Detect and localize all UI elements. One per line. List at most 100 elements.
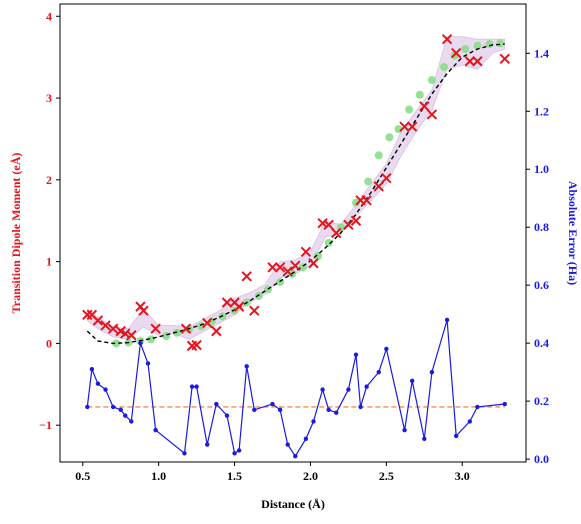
right-y-tick-label: 0.6: [534, 278, 549, 292]
observed-point: [180, 323, 192, 334]
predicted-point: [172, 328, 181, 337]
observed-point: [464, 56, 476, 67]
observed-point: [441, 33, 453, 45]
error-point: [110, 404, 116, 410]
observed-point: [419, 101, 430, 112]
observed-point: [267, 262, 278, 273]
error-point: [123, 413, 128, 418]
x-tick-label: 2.5: [379, 469, 394, 483]
predicted-point: [461, 44, 470, 53]
error-point: [244, 364, 249, 369]
error-point: [376, 369, 381, 375]
left-y-tick-label: 4: [46, 9, 52, 23]
error-point: [293, 454, 298, 459]
error-point: [189, 384, 195, 389]
observed-point: [426, 109, 438, 120]
predicted-point: [147, 335, 156, 344]
left-y-axis-title: Transition Dipole Moment (eÅ): [9, 153, 23, 314]
left-y-tick-label: 1: [46, 255, 52, 269]
error-point: [194, 384, 199, 389]
error-point: [145, 361, 151, 366]
error-point: [409, 378, 415, 384]
observed-point: [221, 297, 233, 308]
error-point: [138, 340, 143, 346]
error-point: [467, 419, 473, 424]
predicted-point: [496, 39, 505, 48]
error-series-layer: [85, 317, 507, 459]
error-point: [118, 407, 123, 413]
observed-point: [107, 323, 119, 334]
predicted-point: [440, 62, 449, 71]
right-y-axis: 0.0 0.2 0.4 0.6 0.8 1.0 1.2 1.4: [526, 46, 549, 466]
predicted-point: [351, 198, 360, 207]
observed-point: [373, 181, 384, 192]
observed-point: [211, 325, 222, 337]
predicted-point: [405, 105, 414, 114]
error-point: [422, 436, 427, 442]
observed-point: [274, 262, 286, 273]
error-point: [384, 346, 389, 352]
error-point: [252, 407, 257, 413]
observed-point: [126, 330, 137, 341]
observed-point: [499, 53, 510, 65]
left-y-tick-label: 2: [46, 173, 52, 187]
error-point: [270, 401, 275, 407]
right-y-tick-label: 0.0: [534, 452, 549, 466]
error-point: [303, 436, 309, 442]
observed-point: [406, 121, 418, 132]
error-point: [502, 401, 507, 407]
error-point: [346, 387, 351, 392]
predicted-point: [314, 251, 323, 260]
error-point: [277, 407, 283, 413]
error-point: [364, 384, 369, 389]
right-y-tick-label: 1.0: [534, 162, 549, 176]
error-point: [103, 387, 108, 392]
observed-point: [472, 56, 483, 67]
predicted-point: [485, 40, 494, 49]
predicted-point: [364, 177, 373, 186]
x-tick-label: 2.0: [303, 469, 318, 483]
left-y-tick-label: 3: [46, 91, 52, 105]
error-point: [453, 433, 459, 439]
error-point: [311, 419, 316, 424]
error-point: [444, 317, 450, 323]
observed-point: [100, 320, 111, 331]
observed-point: [249, 305, 260, 316]
error-point: [285, 442, 290, 447]
observed-point: [350, 215, 362, 226]
observed-point: [399, 121, 410, 132]
x-tick-label: 0.5: [75, 469, 90, 483]
error-point: [358, 404, 363, 410]
error-point: [85, 404, 90, 410]
uncertainty-band-layer: [86, 36, 506, 340]
observed-point: [361, 195, 372, 206]
uncertainty-band: [86, 36, 506, 340]
error-point: [402, 427, 407, 433]
observed-point: [120, 328, 131, 339]
observed-point: [331, 227, 342, 239]
error-point: [236, 448, 242, 453]
predicted-point: [324, 238, 333, 247]
x-tick-label: 1.5: [227, 469, 242, 483]
observed-point: [150, 323, 161, 334]
error-point: [153, 427, 158, 433]
left-y-tick-label: −1: [39, 418, 52, 432]
plot-frame: [59, 3, 527, 463]
observed-point: [282, 266, 293, 277]
observed-point: [381, 172, 392, 184]
observed-points-layer: [82, 33, 510, 352]
error-point: [326, 407, 331, 413]
error-point: [205, 442, 210, 447]
error-point: [214, 401, 219, 407]
reference-curve: [86, 43, 505, 345]
predicted-point: [112, 339, 121, 348]
error-point: [224, 413, 230, 418]
left-y-axis: −1 0 1 2 3 4: [39, 9, 60, 432]
predicted-point: [385, 133, 394, 142]
right-y-tick-label: 1.2: [534, 104, 549, 118]
observed-point: [300, 246, 312, 258]
right-y-tick-label: 0.4: [534, 336, 549, 350]
reference-curve-layer: [86, 43, 505, 345]
predicted-point: [254, 291, 263, 300]
